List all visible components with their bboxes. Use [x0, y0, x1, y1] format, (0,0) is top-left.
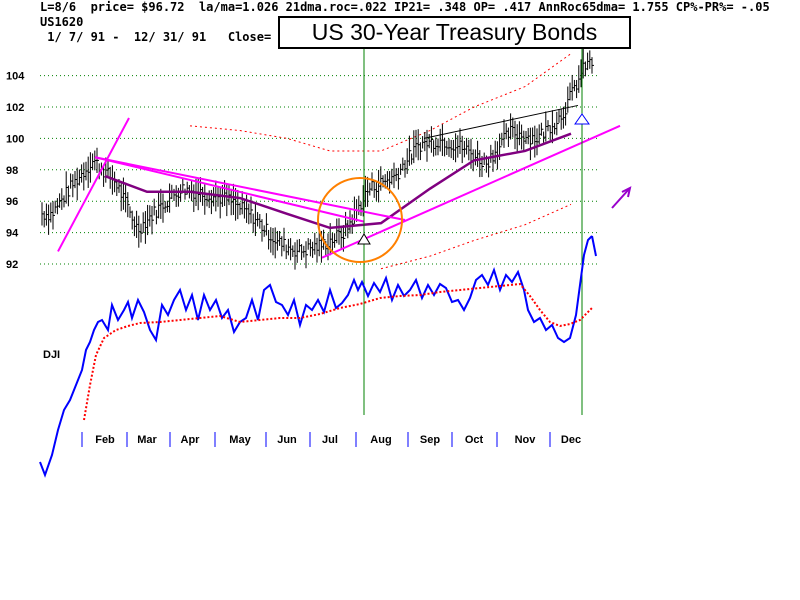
trend-arrow — [611, 187, 631, 209]
lower-band — [380, 203, 572, 270]
y-tick-label: 102 — [6, 102, 24, 114]
y-tick-label: 92 — [6, 259, 18, 271]
dji-line — [39, 235, 593, 478]
indicator-label: DJI — [43, 349, 60, 361]
trendline-up — [321, 124, 621, 259]
month-label: Apr — [181, 434, 201, 446]
month-label: Oct — [465, 434, 484, 446]
month-label: Jul — [322, 434, 338, 446]
y-tick-label: 100 — [6, 133, 24, 145]
y-tick-label: 104 — [6, 71, 25, 83]
header-stats-line: L=8/6 price= $96.72 la/ma=1.026 21dma.ro… — [40, 0, 770, 14]
month-label: Dec — [561, 434, 581, 446]
y-tick-label: 96 — [6, 196, 18, 208]
y-tick-labels: 104 102 100 98 96 94 92 — [6, 71, 25, 271]
trendline-jan — [57, 117, 130, 252]
y-tick-label: 94 — [6, 228, 19, 240]
month-label: May — [229, 434, 251, 446]
x-axis: Feb Mar Apr May Jun Jul Aug Sep Oct Nov Dec — [81, 432, 581, 447]
trend-arrow-head — [621, 186, 632, 198]
month-label: Nov — [515, 434, 537, 446]
vertical-markers — [363, 46, 583, 415]
month-label: Jun — [277, 434, 297, 446]
trendline-down — [94, 156, 365, 223]
trendline-down-ext — [94, 156, 406, 222]
ma-line — [104, 132, 572, 230]
bands — [189, 53, 572, 270]
month-label: Feb — [95, 434, 115, 446]
buy-arrow-aug — [357, 233, 371, 245]
header-symbol: US1620 — [40, 15, 84, 29]
month-label: Sep — [420, 434, 440, 446]
highlight-circle — [317, 177, 403, 263]
dji-indicator — [39, 235, 597, 478]
month-label: Aug — [370, 434, 391, 446]
buy-arrow-dec — [574, 113, 590, 125]
y-tick-label: 98 — [6, 165, 18, 177]
annotations — [317, 113, 632, 263]
dji-ma-line — [83, 282, 593, 421]
chart-title: US 30-Year Treasury Bonds — [278, 16, 631, 49]
channel-line — [423, 104, 579, 139]
price-bars — [41, 47, 594, 270]
month-label: Mar — [137, 434, 157, 446]
dji-line-tail — [591, 235, 597, 257]
moving-average — [104, 132, 572, 230]
upper-band — [189, 53, 572, 152]
